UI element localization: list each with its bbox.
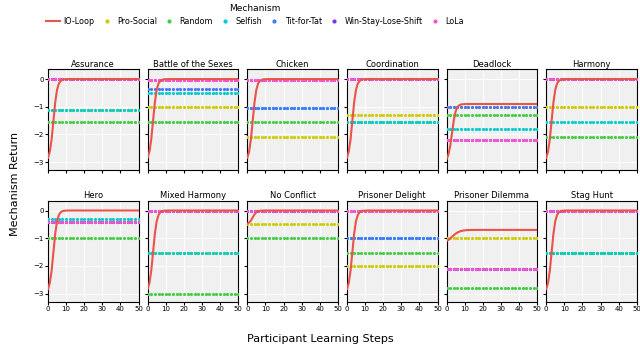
Title: Mixed Harmony: Mixed Harmony bbox=[160, 191, 226, 200]
Legend: IO-Loop, Pro-Social, Random, Selfish, Tit-for-Tat, Win-Stay-Lose-Shift, LoLa: IO-Loop, Pro-Social, Random, Selfish, Ti… bbox=[45, 4, 464, 26]
Title: Coordination: Coordination bbox=[365, 60, 419, 69]
Title: Stag Hunt: Stag Hunt bbox=[570, 191, 612, 200]
Text: Participant Learning Steps: Participant Learning Steps bbox=[246, 333, 394, 344]
Title: Deadlock: Deadlock bbox=[472, 60, 511, 69]
Title: Harmony: Harmony bbox=[572, 60, 611, 69]
Title: Hero: Hero bbox=[83, 191, 103, 200]
Text: Mechanism Return: Mechanism Return bbox=[10, 132, 20, 236]
Title: Prisoner Dilemma: Prisoner Dilemma bbox=[454, 191, 529, 200]
Title: Assurance: Assurance bbox=[72, 60, 115, 69]
Title: Battle of the Sexes: Battle of the Sexes bbox=[153, 60, 233, 69]
Title: Chicken: Chicken bbox=[276, 60, 309, 69]
Title: Prisoner Delight: Prisoner Delight bbox=[358, 191, 426, 200]
Title: No Conflict: No Conflict bbox=[269, 191, 316, 200]
